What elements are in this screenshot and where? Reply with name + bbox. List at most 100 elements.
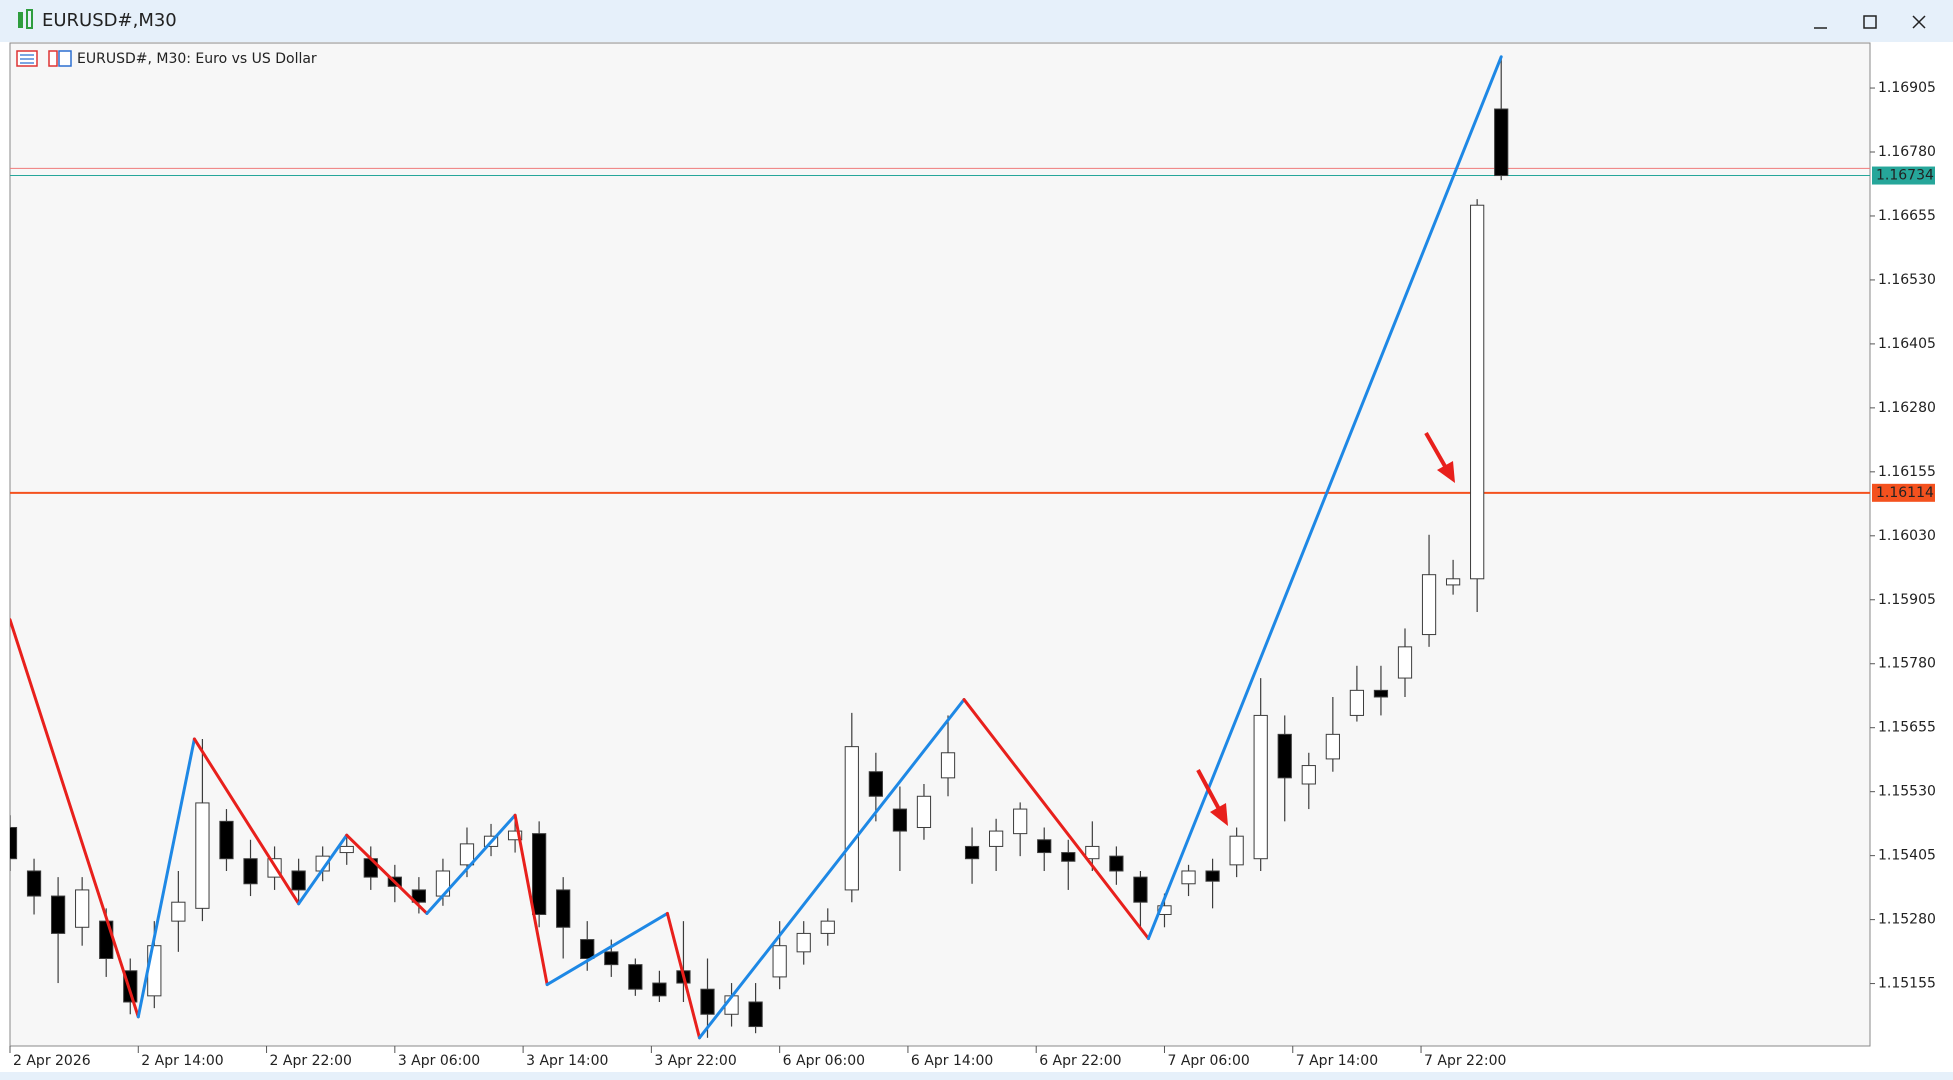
y-tick-label: 1.16780	[1878, 144, 1936, 160]
candle-body	[1277, 733, 1292, 779]
x-tick-label: 7 Apr 22:00	[1424, 1053, 1506, 1069]
candle-body	[1421, 574, 1437, 636]
candle-body	[1205, 870, 1220, 882]
y-tick-label: 1.15905	[1878, 592, 1936, 608]
candle-body	[291, 870, 306, 891]
y-tick-label: 1.16655	[1878, 208, 1936, 224]
y-tick-label: 1.15155	[1878, 976, 1936, 992]
x-tick-label: 7 Apr 14:00	[1296, 1053, 1378, 1069]
candle-body	[1349, 689, 1365, 716]
y-tick-label: 1.15780	[1878, 656, 1936, 672]
candle-body	[219, 820, 234, 860]
status-strip	[0, 1072, 1953, 1080]
zigzag-segment	[10, 618, 140, 1019]
annotation-arrow	[1424, 432, 1455, 483]
chart-icons[interactable]	[16, 50, 72, 67]
x-tick-label: 2 Apr 14:00	[141, 1053, 223, 1069]
y-tick-label: 1.16530	[1878, 272, 1936, 288]
zigzag-segment	[136, 737, 196, 1019]
candle-body	[339, 845, 354, 854]
price-level-tag	[1872, 166, 1935, 185]
candle-body	[1157, 905, 1172, 915]
x-tick-label: 7 Apr 06:00	[1167, 1053, 1249, 1069]
price-level-label: 1.16734	[1876, 168, 1934, 184]
x-tick-label: 6 Apr 14:00	[911, 1053, 993, 1069]
candle-body	[171, 901, 186, 922]
candle-body	[844, 746, 859, 891]
zigzag-segment	[425, 813, 517, 915]
candle-body	[628, 964, 643, 990]
app-icon	[18, 9, 33, 29]
y-tick-label: 1.15655	[1878, 720, 1936, 736]
candle-body	[820, 920, 835, 934]
candle-body	[1494, 108, 1509, 177]
candle-body	[1037, 839, 1052, 854]
window-title: EURUSD#,M30	[42, 10, 177, 31]
x-tick-label: 2 Apr 2026	[13, 1053, 91, 1069]
zigzag-segment	[192, 737, 301, 906]
candle-body	[459, 843, 475, 866]
x-tick-label: 2 Apr 22:00	[270, 1053, 352, 1069]
y-tick-label: 1.16030	[1878, 528, 1936, 544]
candle-body	[892, 808, 908, 832]
zigzag-segment	[345, 833, 429, 915]
candle-body	[1325, 733, 1340, 760]
candle-body	[1229, 835, 1244, 866]
candle-body	[700, 988, 715, 1015]
zigzag-segment	[297, 833, 349, 906]
x-tick-label: 3 Apr 06:00	[398, 1053, 480, 1069]
candle-body	[1301, 765, 1316, 785]
x-tick-label: 3 Apr 22:00	[654, 1053, 736, 1069]
x-tick-label: 6 Apr 06:00	[783, 1053, 865, 1069]
candle-body	[652, 982, 667, 997]
candle-body	[964, 845, 980, 860]
x-tick-label: 3 Apr 14:00	[526, 1053, 608, 1069]
candle-body	[75, 889, 90, 928]
zigzag-segment	[962, 698, 1150, 941]
y-tick-label: 1.16905	[1878, 80, 1936, 96]
plot-area	[9, 42, 1871, 1047]
candle-body	[10, 826, 18, 860]
candle-body	[868, 771, 883, 797]
candle-body	[916, 795, 932, 828]
candle-body	[556, 889, 571, 928]
title-bar	[0, 0, 1953, 42]
candle-body	[1445, 578, 1461, 586]
candle-body	[1470, 204, 1485, 580]
chart-info: EURUSD#, M30: Euro vs US Dollar	[77, 51, 317, 67]
candle-body	[411, 889, 426, 903]
zigzag-segment	[1146, 55, 1503, 941]
candle-body	[796, 932, 811, 953]
maximize-button[interactable]	[1850, 6, 1890, 36]
y-tick-label: 1.16280	[1878, 400, 1936, 416]
y-tick-label: 1.15280	[1878, 912, 1936, 928]
candle-body	[1013, 808, 1028, 835]
candle-body	[1085, 845, 1100, 860]
candle-body	[26, 870, 42, 897]
zigzag-segment	[665, 911, 701, 1040]
y-tick-label: 1.16155	[1878, 464, 1936, 480]
candle-body	[989, 830, 1004, 847]
candle-body	[580, 939, 595, 959]
candle-body	[1181, 870, 1196, 885]
candle-body	[772, 945, 787, 978]
candle-body	[1109, 855, 1124, 872]
y-tick-label: 1.15530	[1878, 784, 1936, 800]
annotation-arrow	[1196, 769, 1228, 826]
candle-body	[604, 951, 619, 966]
candle-body	[195, 802, 210, 909]
x-tick-label: 6 Apr 22:00	[1039, 1053, 1121, 1069]
candle-body	[1373, 689, 1389, 698]
price-level-label: 1.16114	[1876, 485, 1934, 501]
candle-body	[507, 830, 523, 841]
minimize-button[interactable]	[1800, 6, 1840, 36]
zigzag-segment	[513, 813, 549, 987]
candle-body	[99, 920, 114, 959]
candle-body	[532, 833, 547, 915]
candle-body	[1133, 876, 1148, 903]
candle-body	[1253, 714, 1268, 860]
candle-body	[940, 752, 956, 779]
close-button[interactable]	[1898, 6, 1938, 36]
